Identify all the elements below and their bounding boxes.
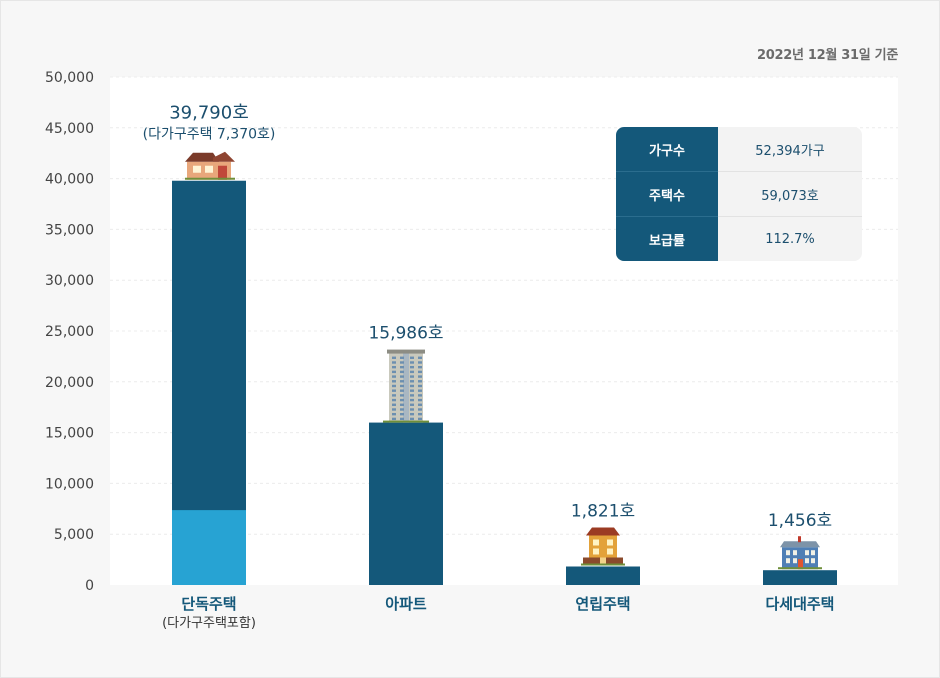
summary-value: 52,394가구 (718, 127, 862, 172)
y-tick-label: 50,000 (45, 70, 94, 86)
x-axis: 단독주택 (다가구주택포함) 아파트 연립주택 다세대주택 (162, 595, 834, 631)
bar-value-label: 1,821호 (571, 501, 635, 521)
date-note: 2022년 12월 31일 기준 (757, 48, 898, 63)
bar-group: 1,456호 (763, 511, 837, 585)
bar-group: 15,986호 (368, 324, 444, 585)
bar (763, 570, 837, 585)
x-category-sublabel: (다가구주택포함) (162, 616, 256, 631)
bar-value-label: 1,456호 (768, 511, 832, 531)
summary-row-houses: 주택수 59,073호 (616, 172, 862, 217)
y-tick-label: 30,000 (45, 273, 94, 289)
y-axis: 0 5,000 10,000 15,000 20,000 25,000 30,000 35,0… (45, 70, 94, 594)
y-tick-label: 5,000 (54, 527, 94, 543)
x-category-label: 단독주택 (181, 595, 236, 613)
summary-value: 112.7% (718, 217, 862, 261)
apartment-building-icon (383, 349, 429, 423)
bar-group: 1,821호 (566, 501, 640, 585)
bar-group: (다가구주택 7,370호) 39,790호 (143, 103, 276, 586)
bar-value-label: 15,986호 (368, 324, 443, 344)
summary-row-households: 가구수 52,394가구 (616, 127, 862, 172)
rowhouse-icon (581, 527, 625, 566)
bars: (다가구주택 7,370호) 39,790호 15,986호 1,821호 1,456호 (143, 103, 837, 586)
x-category-label: 연립주택 (575, 595, 630, 613)
bar-highlight-segment (172, 510, 246, 585)
summary-label: 보급률 (616, 217, 718, 261)
x-category-label: 다세대주택 (765, 595, 834, 613)
y-tick-label: 10,000 (45, 476, 94, 492)
bar-value-label: 39,790호 (169, 103, 249, 124)
y-tick-label: 40,000 (45, 172, 94, 188)
summary-label: 주택수 (616, 172, 718, 217)
summary-row-supply-rate: 보급률 112.7% (616, 217, 862, 261)
bar (369, 422, 443, 585)
y-tick-label: 35,000 (45, 222, 94, 238)
y-tick-label: 45,000 (45, 121, 94, 137)
y-tick-label: 15,000 (45, 426, 94, 442)
multiplex-house-icon (778, 536, 822, 570)
summary-label: 가구수 (616, 127, 718, 172)
bar-value-sublabel: (다가구주택 7,370호) (143, 127, 276, 143)
bar (566, 566, 640, 585)
y-tick-label: 20,000 (45, 375, 94, 391)
summary-table: 가구수 52,394가구 주택수 59,073호 보급률 112.7% (616, 127, 862, 261)
x-category-label: 아파트 (385, 595, 427, 613)
summary-value: 59,073호 (718, 172, 862, 217)
y-tick-label: 25,000 (45, 324, 94, 340)
y-tick-label: 0 (85, 578, 94, 594)
house-icon (185, 151, 235, 180)
